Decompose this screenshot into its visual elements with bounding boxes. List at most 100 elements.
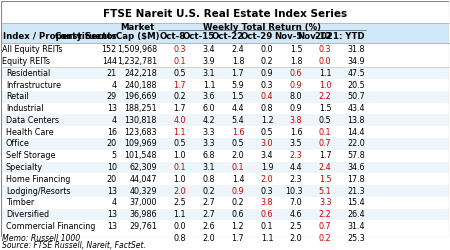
Text: 2.0: 2.0 bbox=[173, 186, 186, 196]
Text: 43.4: 43.4 bbox=[347, 104, 365, 113]
Text: 2.0: 2.0 bbox=[202, 234, 215, 243]
Text: Timber: Timber bbox=[6, 198, 34, 207]
Text: 4.4: 4.4 bbox=[290, 163, 302, 172]
Text: 1,232,781: 1,232,781 bbox=[117, 57, 157, 66]
Text: Lodging/Resorts: Lodging/Resorts bbox=[6, 186, 70, 196]
Text: 26.4: 26.4 bbox=[347, 210, 365, 219]
Text: 10.3: 10.3 bbox=[285, 186, 302, 196]
Text: 3.6: 3.6 bbox=[202, 92, 215, 101]
Text: 0.8: 0.8 bbox=[261, 104, 273, 113]
Text: Nov-5: Nov-5 bbox=[274, 32, 302, 42]
Text: 0.9: 0.9 bbox=[261, 69, 273, 78]
Text: Data Centers: Data Centers bbox=[6, 116, 59, 125]
Text: Retail: Retail bbox=[6, 92, 29, 101]
Text: 0.6: 0.6 bbox=[261, 210, 273, 219]
Bar bbox=[1, 56, 449, 67]
Text: 3.8: 3.8 bbox=[290, 116, 302, 125]
Text: Oct-8: Oct-8 bbox=[160, 32, 186, 42]
Text: 40,329: 40,329 bbox=[130, 186, 157, 196]
Text: 144: 144 bbox=[102, 57, 117, 66]
Text: 0.1: 0.1 bbox=[232, 163, 244, 172]
Text: 37,000: 37,000 bbox=[130, 198, 157, 207]
Text: All Equity REITs: All Equity REITs bbox=[2, 45, 63, 54]
Text: 3.3: 3.3 bbox=[202, 140, 215, 148]
Text: Equity REITs: Equity REITs bbox=[2, 57, 50, 66]
Text: 2.7: 2.7 bbox=[202, 210, 215, 219]
Text: 123,683: 123,683 bbox=[125, 128, 157, 137]
Text: 0.3: 0.3 bbox=[261, 186, 273, 196]
Text: 20: 20 bbox=[107, 175, 117, 184]
Text: 0.7: 0.7 bbox=[319, 140, 332, 148]
Text: 0.0: 0.0 bbox=[261, 45, 273, 54]
Bar bbox=[1, 174, 449, 185]
Text: Diversified: Diversified bbox=[6, 210, 49, 219]
Text: 0.8: 0.8 bbox=[174, 234, 186, 243]
Text: 3.1: 3.1 bbox=[202, 163, 215, 172]
Bar bbox=[1, 185, 449, 197]
Text: 1.8: 1.8 bbox=[290, 57, 302, 66]
Text: 0.2: 0.2 bbox=[232, 198, 244, 207]
Bar bbox=[1, 103, 449, 115]
Text: Office: Office bbox=[6, 140, 30, 148]
Text: 2.2: 2.2 bbox=[319, 92, 332, 101]
Bar bbox=[1, 126, 449, 138]
Text: 29: 29 bbox=[107, 92, 117, 101]
Text: 0.2: 0.2 bbox=[202, 186, 215, 196]
Text: 109,969: 109,969 bbox=[124, 140, 157, 148]
Text: Commercial Financing: Commercial Financing bbox=[6, 222, 95, 231]
Text: 29,761: 29,761 bbox=[129, 222, 157, 231]
Text: 0.9: 0.9 bbox=[232, 186, 244, 196]
Bar bbox=[1, 220, 449, 232]
Bar bbox=[1, 91, 449, 103]
Text: Self Storage: Self Storage bbox=[6, 151, 55, 160]
Text: 14.4: 14.4 bbox=[347, 128, 365, 137]
Text: 4.6: 4.6 bbox=[290, 210, 302, 219]
Text: 4: 4 bbox=[112, 116, 117, 125]
Bar bbox=[1, 67, 449, 79]
Text: FTSE Nareit U.S. Real Estate Index Series: FTSE Nareit U.S. Real Estate Index Serie… bbox=[103, 9, 347, 19]
Text: 5.9: 5.9 bbox=[231, 80, 244, 90]
Text: 21.3: 21.3 bbox=[347, 186, 365, 196]
Text: 2.0: 2.0 bbox=[290, 234, 302, 243]
Text: 101,548: 101,548 bbox=[125, 151, 157, 160]
Text: 8.0: 8.0 bbox=[290, 92, 302, 101]
Text: Health Care: Health Care bbox=[6, 128, 54, 137]
Text: 13: 13 bbox=[107, 104, 117, 113]
Text: Market: Market bbox=[121, 23, 155, 32]
Text: 62,309: 62,309 bbox=[130, 163, 157, 172]
Text: Source: FTSE Russell, Nareit, FactSet.: Source: FTSE Russell, Nareit, FactSet. bbox=[2, 241, 146, 250]
Text: 0.5: 0.5 bbox=[173, 140, 186, 148]
Bar bbox=[1, 209, 449, 220]
Text: 6.0: 6.0 bbox=[202, 104, 215, 113]
Text: 17.8: 17.8 bbox=[347, 175, 365, 184]
Text: 0.5: 0.5 bbox=[261, 128, 273, 137]
Text: Memo: Russell 1000: Memo: Russell 1000 bbox=[2, 234, 81, 243]
Text: 1.4: 1.4 bbox=[232, 175, 244, 184]
Text: 34.6: 34.6 bbox=[347, 163, 365, 172]
Text: 4: 4 bbox=[112, 198, 117, 207]
Text: 1.0: 1.0 bbox=[174, 151, 186, 160]
Text: 1.7: 1.7 bbox=[173, 80, 186, 90]
Text: 0.1: 0.1 bbox=[174, 57, 186, 66]
Text: 5.4: 5.4 bbox=[232, 116, 244, 125]
Text: 1.5: 1.5 bbox=[232, 92, 244, 101]
Bar bbox=[1, 22, 449, 43]
Text: Specialty: Specialty bbox=[6, 163, 43, 172]
Text: 4.0: 4.0 bbox=[174, 116, 186, 125]
Text: Residential: Residential bbox=[6, 69, 50, 78]
Text: 5.1: 5.1 bbox=[319, 186, 332, 196]
Text: 188,251: 188,251 bbox=[124, 104, 157, 113]
Text: 0.9: 0.9 bbox=[290, 104, 302, 113]
Text: 20.5: 20.5 bbox=[347, 80, 365, 90]
Text: 242,218: 242,218 bbox=[124, 69, 157, 78]
Text: 1.5: 1.5 bbox=[319, 175, 332, 184]
Text: 5: 5 bbox=[112, 151, 117, 160]
Text: 3.8: 3.8 bbox=[261, 198, 273, 207]
Text: 13: 13 bbox=[107, 210, 117, 219]
Text: 0.6: 0.6 bbox=[232, 210, 244, 219]
Text: 1.0: 1.0 bbox=[319, 80, 332, 90]
Text: 2.6: 2.6 bbox=[202, 222, 215, 231]
Text: 240,188: 240,188 bbox=[125, 80, 157, 90]
Text: 0.0: 0.0 bbox=[319, 57, 332, 66]
Text: 25.3: 25.3 bbox=[347, 234, 365, 243]
